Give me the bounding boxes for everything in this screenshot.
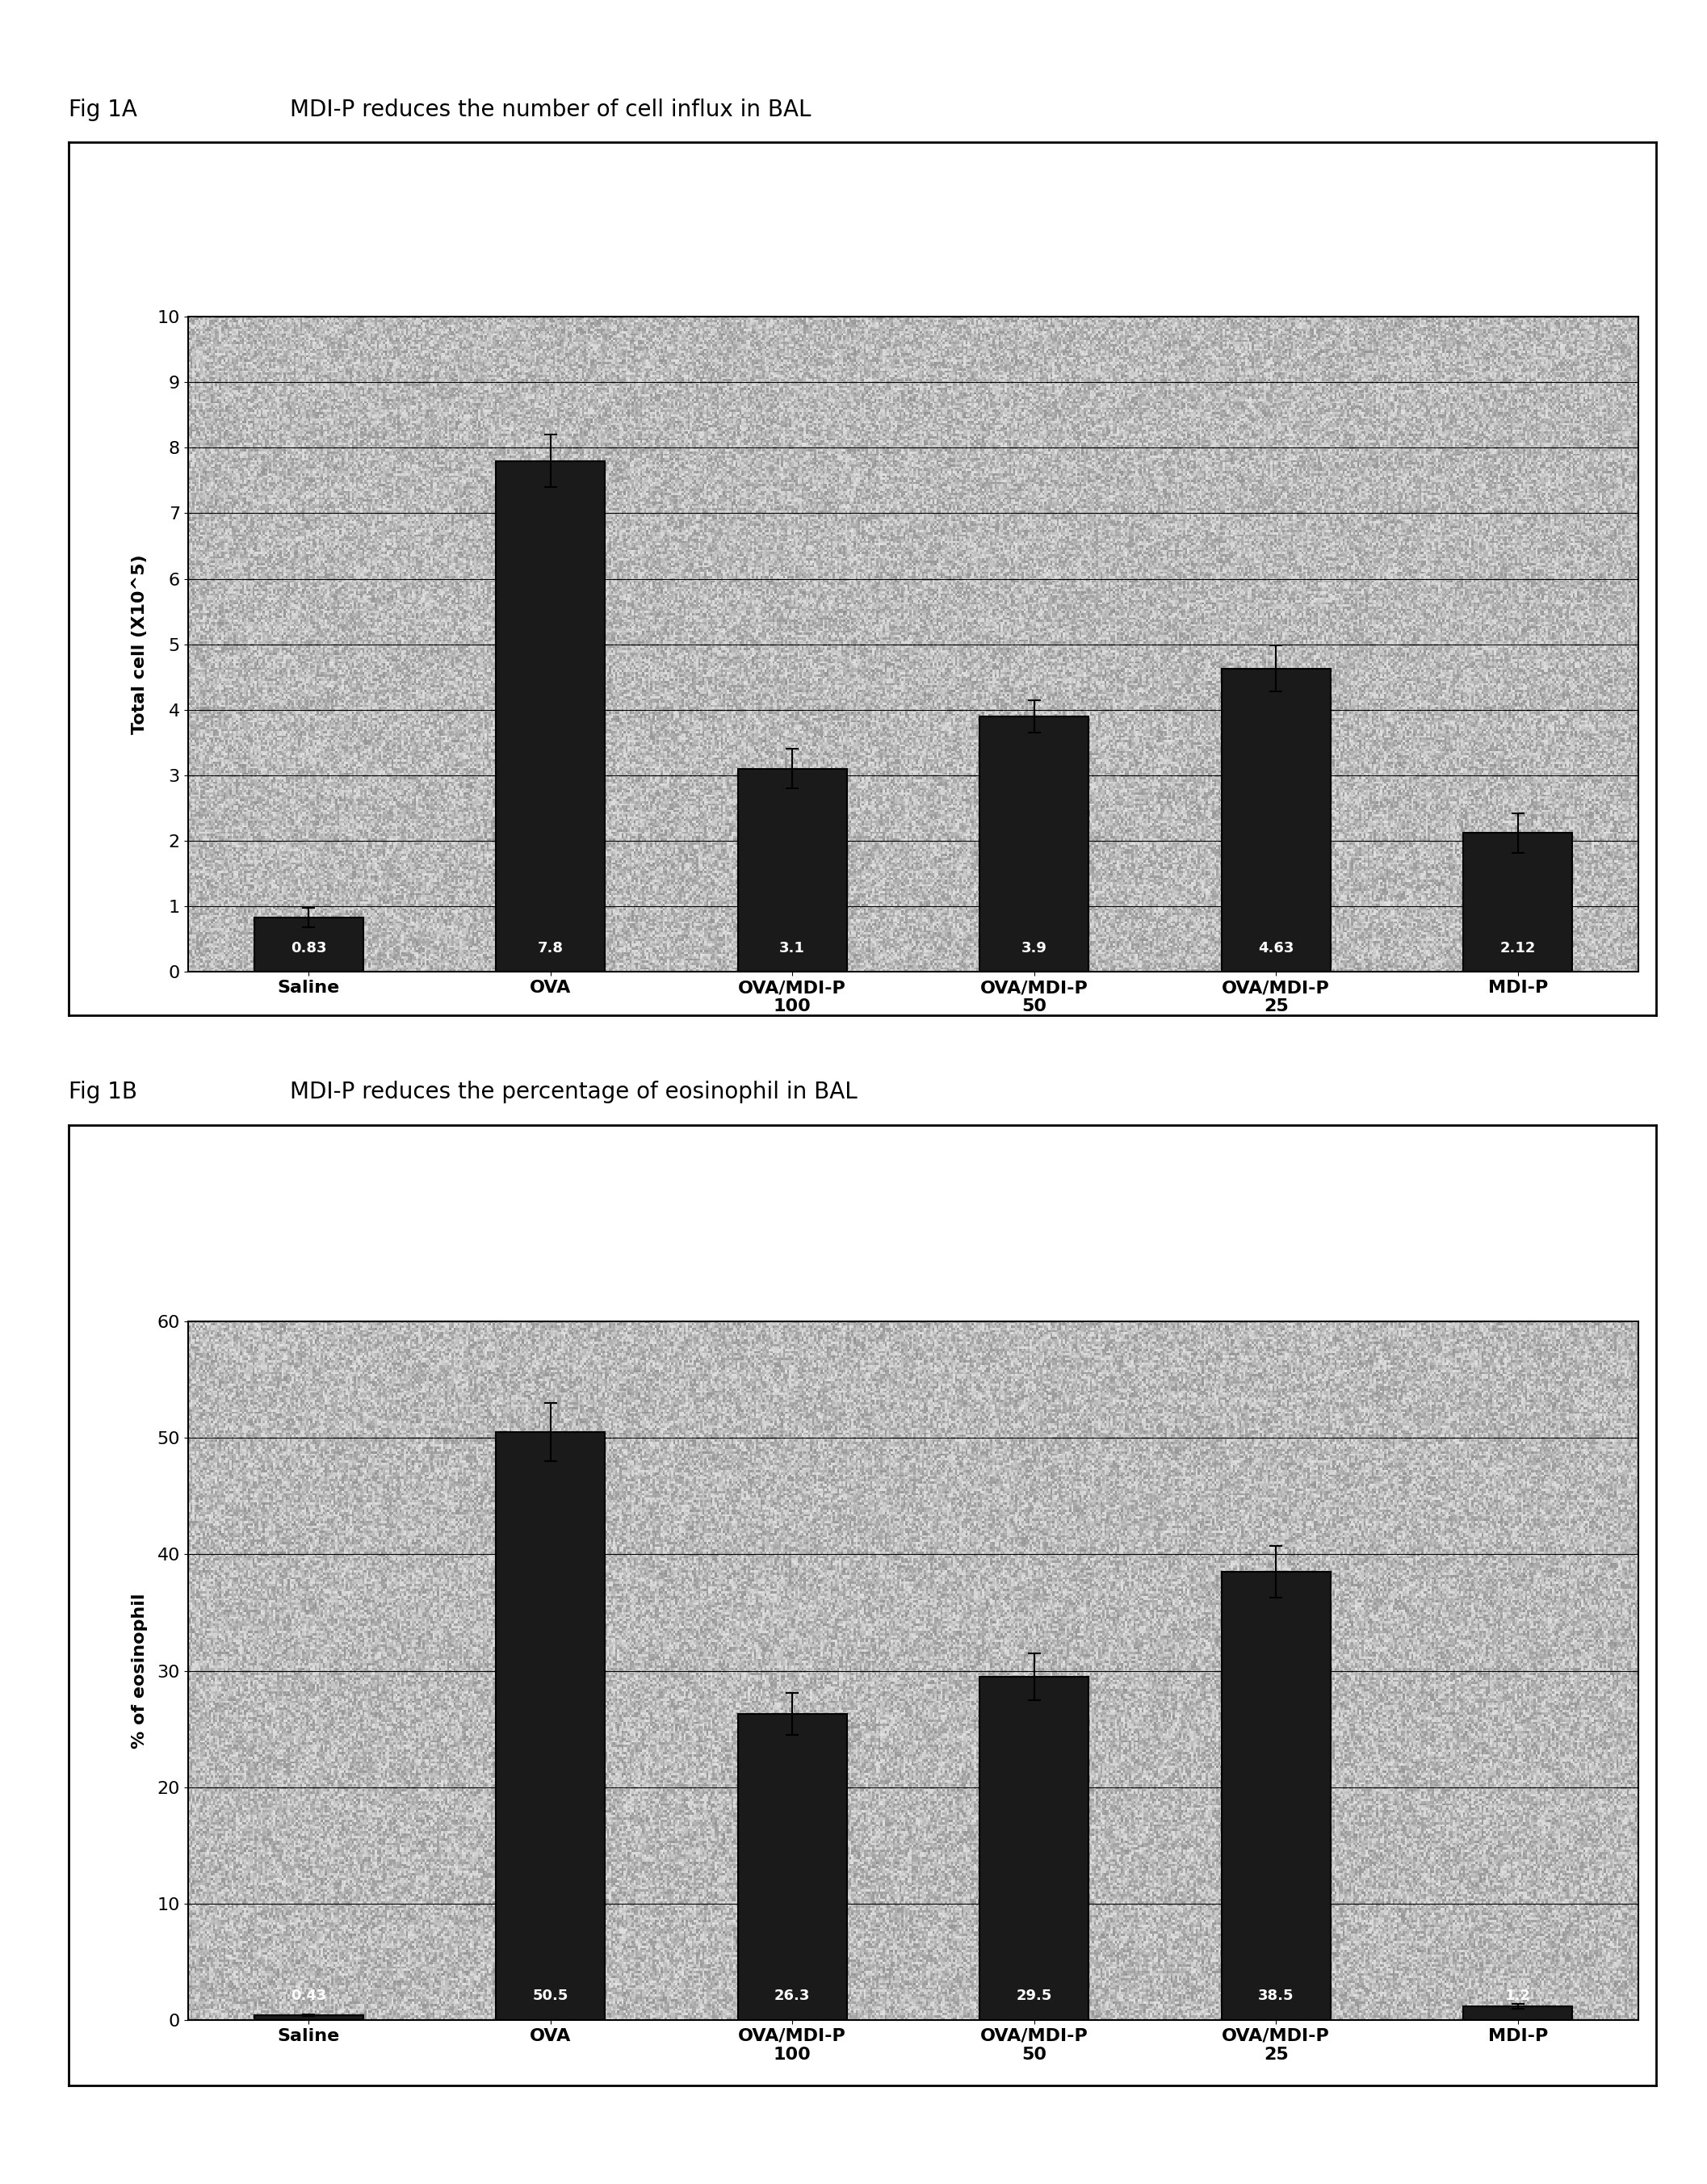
Text: 7.8: 7.8: [538, 941, 563, 957]
Text: Fig 1A: Fig 1A: [68, 98, 137, 120]
Bar: [980, 716, 1089, 972]
Text: MDI-P reduces the percentage of eosinophil in BAL: MDI-P reduces the percentage of eosinoph…: [290, 1081, 857, 1103]
Text: Fig 1B: Fig 1B: [68, 1081, 137, 1103]
Bar: [1463, 832, 1572, 972]
Bar: [737, 769, 847, 972]
Bar: [980, 1677, 1089, 2020]
Text: 2.12: 2.12: [1500, 941, 1536, 957]
Bar: [1222, 668, 1330, 972]
Text: 29.5: 29.5: [1016, 1987, 1052, 2003]
Text: 50.5: 50.5: [533, 1987, 568, 2003]
Bar: [254, 2016, 364, 2020]
Text: 38.5: 38.5: [1258, 1987, 1294, 2003]
Bar: [497, 461, 604, 972]
Bar: [737, 1714, 847, 2020]
Text: 1.2: 1.2: [1506, 1987, 1531, 2003]
Text: MDI-P reduces the number of cell influx in BAL: MDI-P reduces the number of cell influx …: [290, 98, 811, 120]
Bar: [497, 1433, 604, 2020]
Y-axis label: Total cell (X10^5): Total cell (X10^5): [131, 555, 149, 734]
Text: 0.83: 0.83: [290, 941, 326, 957]
Bar: [254, 917, 364, 972]
Text: 3.1: 3.1: [780, 941, 806, 957]
Y-axis label: % of eosinophil: % of eosinophil: [131, 1592, 149, 1749]
Text: 4.63: 4.63: [1258, 941, 1294, 957]
Bar: [1222, 1572, 1330, 2020]
Text: 26.3: 26.3: [775, 1987, 811, 2003]
Text: 0.43: 0.43: [290, 1987, 326, 2003]
Bar: [1463, 2007, 1572, 2020]
Text: 3.9: 3.9: [1021, 941, 1046, 957]
